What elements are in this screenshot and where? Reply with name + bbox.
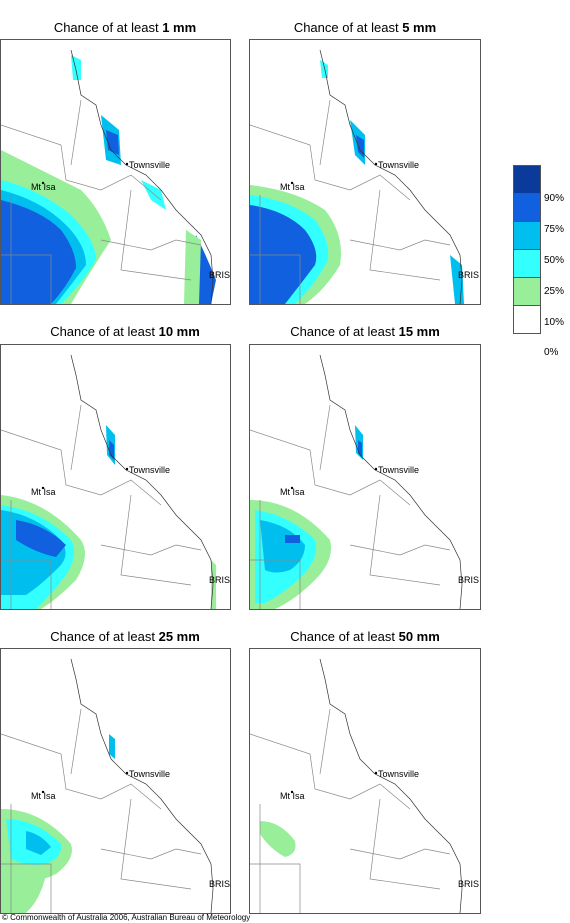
coastline xyxy=(70,354,214,609)
borders xyxy=(250,404,451,609)
legend-swatch-1 xyxy=(513,193,541,222)
copyright-text: © Commonwealth of Australia 2006, Austra… xyxy=(2,913,251,922)
panel-title-10mm: Chance of at least 10 mm xyxy=(50,324,200,339)
coastline xyxy=(319,658,463,913)
legend-label-1: 75% xyxy=(544,224,565,235)
legend-swatch-4 xyxy=(513,277,541,306)
map-50mm: Mt Isa Townsville BRIS xyxy=(250,658,479,913)
label-townsville: Townsville xyxy=(129,465,170,475)
map-panel-10mm: Mt Isa Townsville BRIS xyxy=(0,344,231,610)
label-bris: BRIS xyxy=(458,575,479,585)
map-5mm: Mt Isa Townsville BRIS xyxy=(250,49,479,304)
label-mt-isa: Mt Isa xyxy=(31,791,56,801)
coastline xyxy=(70,49,214,304)
legend xyxy=(513,165,541,334)
legend-label-0: 90% xyxy=(544,193,565,204)
label-bris: BRIS xyxy=(209,879,230,889)
rain-field xyxy=(1,734,115,913)
label-mt-isa: Mt Isa xyxy=(280,487,305,497)
map-15mm: Mt Isa Townsville BRIS xyxy=(250,354,479,609)
rain-field xyxy=(260,821,296,857)
borders xyxy=(1,404,202,609)
legend-label-4: 10% xyxy=(544,317,565,328)
label-bris: BRIS xyxy=(209,270,230,280)
panel-title-50mm: Chance of at least 50 mm xyxy=(290,629,440,644)
rain-field xyxy=(250,425,363,609)
panel-title-15mm: Chance of at least 15 mm xyxy=(290,324,440,339)
map-panel-1mm: Mt Isa Townsville BRIS xyxy=(0,39,231,305)
legend-swatch-5 xyxy=(513,305,541,334)
panel-title-5mm: Chance of at least 5 mm xyxy=(293,20,437,35)
legend-swatch-0 xyxy=(513,165,541,194)
legend-label-5: 0% xyxy=(544,347,559,358)
label-townsville: Townsville xyxy=(129,769,170,779)
borders xyxy=(250,99,451,304)
coastline xyxy=(319,49,463,304)
legend-swatch-2 xyxy=(513,221,541,250)
panel-title-1mm: Chance of at least 1 mm xyxy=(53,20,197,35)
label-bris: BRIS xyxy=(209,575,230,585)
label-mt-isa: Mt Isa xyxy=(31,182,56,192)
borders xyxy=(1,708,202,913)
rain-field xyxy=(1,425,216,609)
map-1mm: Mt Isa Townsville BRIS xyxy=(1,49,230,304)
rain-field xyxy=(1,55,216,304)
label-townsville: Townsville xyxy=(378,769,419,779)
legend-swatch-3 xyxy=(513,249,541,278)
label-townsville: Townsville xyxy=(378,160,419,170)
map-panel-15mm: Mt Isa Townsville BRIS xyxy=(249,344,481,610)
legend-label-3: 25% xyxy=(544,286,565,297)
label-mt-isa: Mt Isa xyxy=(280,791,305,801)
label-mt-isa: Mt Isa xyxy=(280,182,305,192)
label-townsville: Townsville xyxy=(129,160,170,170)
label-bris: BRIS xyxy=(458,270,479,280)
map-panel-50mm: Mt Isa Townsville BRIS xyxy=(249,648,481,914)
legend-label-2: 50% xyxy=(544,255,565,266)
map-25mm: Mt Isa Townsville BRIS xyxy=(1,658,230,913)
map-panel-25mm: Mt Isa Townsville BRIS xyxy=(0,648,231,914)
label-bris: BRIS xyxy=(458,879,479,889)
label-mt-isa: Mt Isa xyxy=(31,487,56,497)
panel-title-25mm: Chance of at least 25 mm xyxy=(50,629,200,644)
label-townsville: Townsville xyxy=(378,465,419,475)
coastline xyxy=(319,354,463,609)
borders xyxy=(1,99,202,304)
map-10mm: Mt Isa Townsville BRIS xyxy=(1,354,230,609)
coastline xyxy=(70,658,214,913)
borders xyxy=(250,708,451,913)
map-panel-5mm: Mt Isa Townsville BRIS xyxy=(249,39,481,305)
